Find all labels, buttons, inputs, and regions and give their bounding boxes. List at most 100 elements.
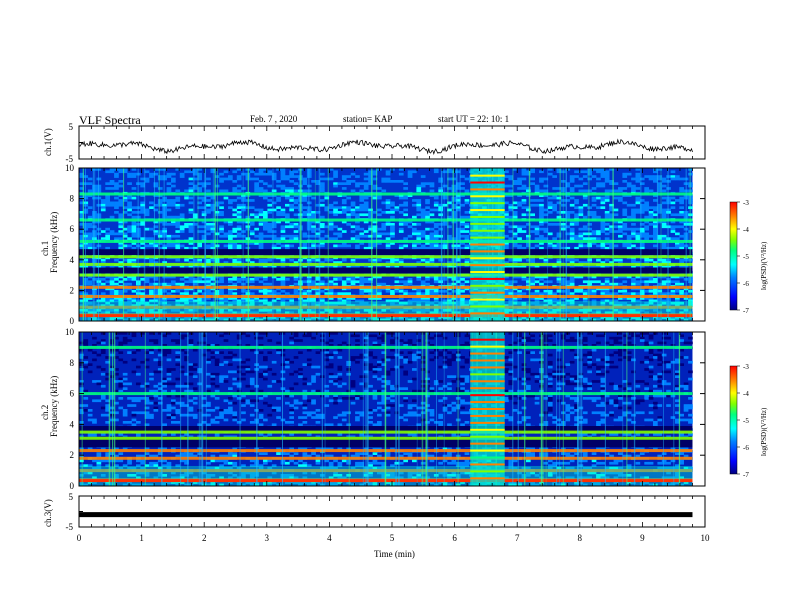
spectrogram-cell (521, 309, 527, 312)
spectrogram-cell (508, 177, 514, 181)
spectrogram-cell (285, 311, 290, 315)
spectrogram-cell (127, 230, 132, 233)
spectrogram-cell (320, 316, 325, 319)
spectrogram-cell (122, 339, 128, 342)
spectrogram-cell (648, 341, 654, 345)
spectrogram-streak (308, 168, 310, 321)
spectrogram-cell (372, 297, 378, 300)
spectrogram-cell (398, 280, 404, 284)
spectrogram-cell (565, 225, 571, 229)
spectrogram-cell (368, 353, 373, 357)
spectrogram-cell (263, 172, 268, 176)
spectrogram-cell (661, 266, 667, 269)
spectrogram-cell (149, 237, 154, 240)
spectrogram-cell (223, 316, 229, 319)
spectrogram-cell (670, 318, 676, 322)
spectrogram-cell (512, 280, 518, 284)
spectrogram-cell (416, 187, 422, 190)
spectrogram-cell (298, 194, 303, 197)
spectrogram-cell (661, 213, 667, 217)
spectrogram-cell (298, 351, 303, 354)
spectrogram-cell (556, 266, 562, 269)
spectrogram-cell (517, 316, 522, 319)
spectrogram-cell (661, 292, 667, 295)
spectrogram-cell (622, 172, 628, 176)
spectrogram-cell (162, 351, 167, 354)
spectrogram-cell (153, 232, 159, 236)
spectrogram-cell (565, 339, 571, 342)
spectrogram-cell (258, 258, 264, 262)
spectrogram-cell (394, 206, 400, 209)
spectrogram-cell (285, 225, 290, 229)
spectrogram-cell (105, 299, 110, 303)
spectrogram-cell (87, 225, 93, 229)
spectrogram-cell (425, 182, 430, 185)
spectrogram-cell (258, 211, 264, 214)
spectrogram-cell (670, 311, 676, 315)
spectrogram-cell (175, 351, 181, 354)
spectrogram-cell (285, 292, 290, 295)
spectrogram-cell (438, 234, 443, 238)
spectrogram-cell (552, 344, 557, 347)
spectrogram-cell (302, 211, 308, 214)
spectrogram-cell (447, 287, 452, 291)
spectrogram-cell (683, 194, 689, 197)
spectrogram-cell (442, 275, 448, 279)
spectrogram-cell (600, 287, 606, 291)
spectrogram-cell (228, 287, 233, 291)
spectrogram-cell (412, 316, 417, 319)
spectrogram-cell (433, 292, 439, 295)
spectrogram-cell (578, 184, 584, 188)
spectrogram-cell (398, 220, 404, 224)
spectrogram-cell (464, 304, 470, 307)
spectrogram-cell (644, 258, 649, 262)
spectrogram-cell (359, 203, 365, 207)
spectrogram-cell (578, 234, 584, 238)
spectrogram-cell (92, 351, 97, 354)
spectrogram-cell (368, 170, 373, 174)
spectrogram-cell (267, 266, 273, 269)
spectrogram-cell (429, 189, 435, 193)
spectrogram-cell (508, 280, 514, 284)
spectrogram-cell (100, 341, 106, 345)
spectrogram-cell (613, 309, 619, 312)
spectrogram-cell (201, 206, 207, 209)
spectrogram-cell (241, 199, 246, 202)
spectrogram-cell (552, 223, 557, 226)
spectrogram-cell (407, 234, 413, 238)
spectrogram-cell (105, 297, 110, 300)
spectrogram-cell (346, 244, 351, 248)
spectrogram-cell (609, 208, 614, 212)
spectrogram-cell (504, 309, 509, 312)
spectrogram-cell (631, 232, 636, 236)
spectrogram-cell (144, 208, 150, 212)
spectrogram-cell (569, 203, 575, 207)
spectrogram-cell (355, 304, 360, 307)
spectrogram-cell (131, 215, 137, 219)
spectrogram-cell (236, 225, 242, 229)
spectrogram-cell (622, 344, 628, 347)
spectrogram-cell (206, 266, 211, 269)
spectrogram-cell (96, 353, 102, 357)
spectrogram-cell (324, 196, 330, 200)
spectrogram-cell (574, 289, 579, 293)
spectrogram-cell (653, 304, 658, 307)
spectrogram-cell (166, 203, 172, 207)
spectrogram-cell (171, 242, 176, 245)
spectrogram-cell (508, 344, 514, 347)
spectrogram-cell (92, 287, 97, 291)
spectrogram-cell (569, 261, 575, 264)
spectrogram-cell (324, 194, 330, 197)
spectrogram-cell (512, 232, 518, 236)
spectrogram-cell (626, 237, 632, 240)
spectrogram-cell (688, 189, 693, 193)
spectrogram-cell (171, 275, 176, 279)
spectrogram-cell (122, 311, 128, 315)
spectrogram-cell (385, 237, 391, 240)
spectrogram-cell (184, 292, 189, 295)
spectrogram-cell (100, 206, 106, 209)
spectrogram-cell (271, 225, 277, 229)
spectrogram-streak (565, 168, 567, 321)
spectrogram-cell (543, 227, 549, 231)
spectrogram-cell (363, 182, 369, 185)
